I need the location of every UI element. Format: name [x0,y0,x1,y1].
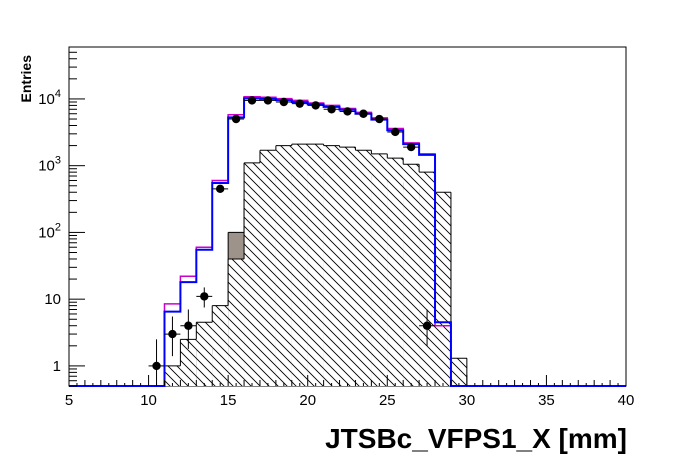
y-tick-label: 102 [38,221,61,241]
axis-layer: 5 10 15 20 25 30 35 40 1 10 102 103 104 [38,46,635,409]
hatched-outline [163,143,468,386]
y-tick-label: 104 [38,88,61,108]
hatched-bar [435,192,451,386]
data-point [295,99,304,108]
x-tick-label: 35 [538,392,555,409]
hatched-bar [403,164,420,386]
hatched-bar [387,158,404,386]
data-point [327,105,336,114]
data-point [215,184,225,194]
x-tick-label: 40 [618,392,635,409]
y-tick-label: 103 [38,155,61,175]
data-point [231,114,241,124]
hatched-bar [259,150,276,386]
data-point [184,321,193,330]
x-axis-title: JTSBc_VFPS1_X [mm] [325,423,627,454]
hatched-bar [419,172,436,386]
hatched-bar [339,147,356,386]
data-point [359,109,368,118]
hatched-bar [164,365,181,386]
data-point [406,142,416,152]
x-tick-label: 30 [459,392,476,409]
data-point [422,321,432,330]
hatched-bar [244,162,260,386]
x-tick-label: 20 [299,392,316,409]
y-axis-title: Entries [18,55,34,103]
x-tick-label: 10 [140,392,157,409]
hatched-bar [371,153,388,386]
data-point [247,96,257,105]
data-point [311,101,320,110]
data-point [375,114,384,124]
hatched-bar [196,322,213,386]
x-tick-label: 5 [65,392,73,409]
data-point [168,329,177,339]
data-point [200,292,209,301]
data-point [152,361,161,371]
hatched-bar [355,150,372,386]
x-tick-label: 25 [379,392,396,409]
hatched-bar [228,258,245,386]
hatched-bar [323,145,340,386]
hatched-bar [291,144,308,386]
hatched-bar [307,144,324,386]
y-tick-label: 10 [44,291,61,308]
hatched-bar [275,145,292,386]
hatched-bar [212,305,229,386]
hatched-bar [180,339,197,386]
data-point [343,107,352,116]
y-tick-label: 1 [53,358,61,375]
x-tick-label: 15 [220,392,237,409]
data-point [391,127,400,137]
data-point [279,97,289,107]
histogram-layer [69,95,626,387]
hatched-bar [450,358,467,386]
data-point [263,96,273,105]
